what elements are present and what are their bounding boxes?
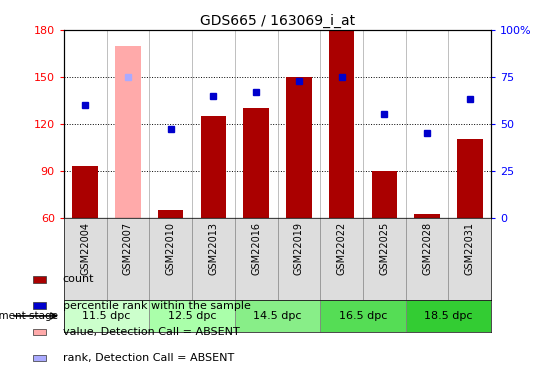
Bar: [33, 276, 46, 282]
Text: rank, Detection Call = ABSENT: rank, Detection Call = ABSENT: [63, 353, 234, 363]
Text: GSM22025: GSM22025: [379, 222, 390, 275]
Text: GSM22019: GSM22019: [294, 222, 304, 274]
Text: GSM22016: GSM22016: [251, 222, 261, 274]
Text: 18.5 dpc: 18.5 dpc: [424, 311, 473, 321]
Bar: [33, 355, 46, 361]
Title: GDS665 / 163069_i_at: GDS665 / 163069_i_at: [200, 13, 355, 28]
Bar: [33, 303, 46, 309]
Bar: [72, 166, 98, 218]
Text: 16.5 dpc: 16.5 dpc: [339, 311, 387, 321]
Text: 12.5 dpc: 12.5 dpc: [168, 311, 216, 321]
Bar: [371, 171, 397, 217]
Text: GSM22022: GSM22022: [336, 222, 347, 275]
Text: value, Detection Call = ABSENT: value, Detection Call = ABSENT: [63, 327, 239, 337]
Bar: [64, 300, 149, 332]
Text: percentile rank within the sample: percentile rank within the sample: [63, 301, 251, 310]
Text: GSM22010: GSM22010: [165, 222, 176, 274]
Bar: [329, 30, 355, 217]
Bar: [115, 46, 141, 218]
Text: count: count: [63, 274, 94, 284]
Text: 14.5 dpc: 14.5 dpc: [253, 311, 302, 321]
Bar: [243, 108, 269, 218]
Bar: [320, 300, 406, 332]
Text: 11.5 dpc: 11.5 dpc: [82, 311, 131, 321]
Bar: [286, 77, 312, 218]
Text: GSM22028: GSM22028: [422, 222, 432, 275]
Text: GSM22004: GSM22004: [80, 222, 90, 274]
Bar: [406, 300, 491, 332]
Text: development stage: development stage: [0, 311, 58, 321]
Bar: [457, 140, 483, 218]
Text: GSM22013: GSM22013: [208, 222, 219, 274]
Bar: [414, 214, 440, 217]
Bar: [158, 210, 184, 218]
Text: GSM22007: GSM22007: [123, 222, 133, 275]
Bar: [149, 300, 235, 332]
Bar: [33, 329, 46, 335]
Bar: [235, 300, 320, 332]
Bar: [200, 116, 226, 218]
Text: GSM22031: GSM22031: [465, 222, 475, 274]
